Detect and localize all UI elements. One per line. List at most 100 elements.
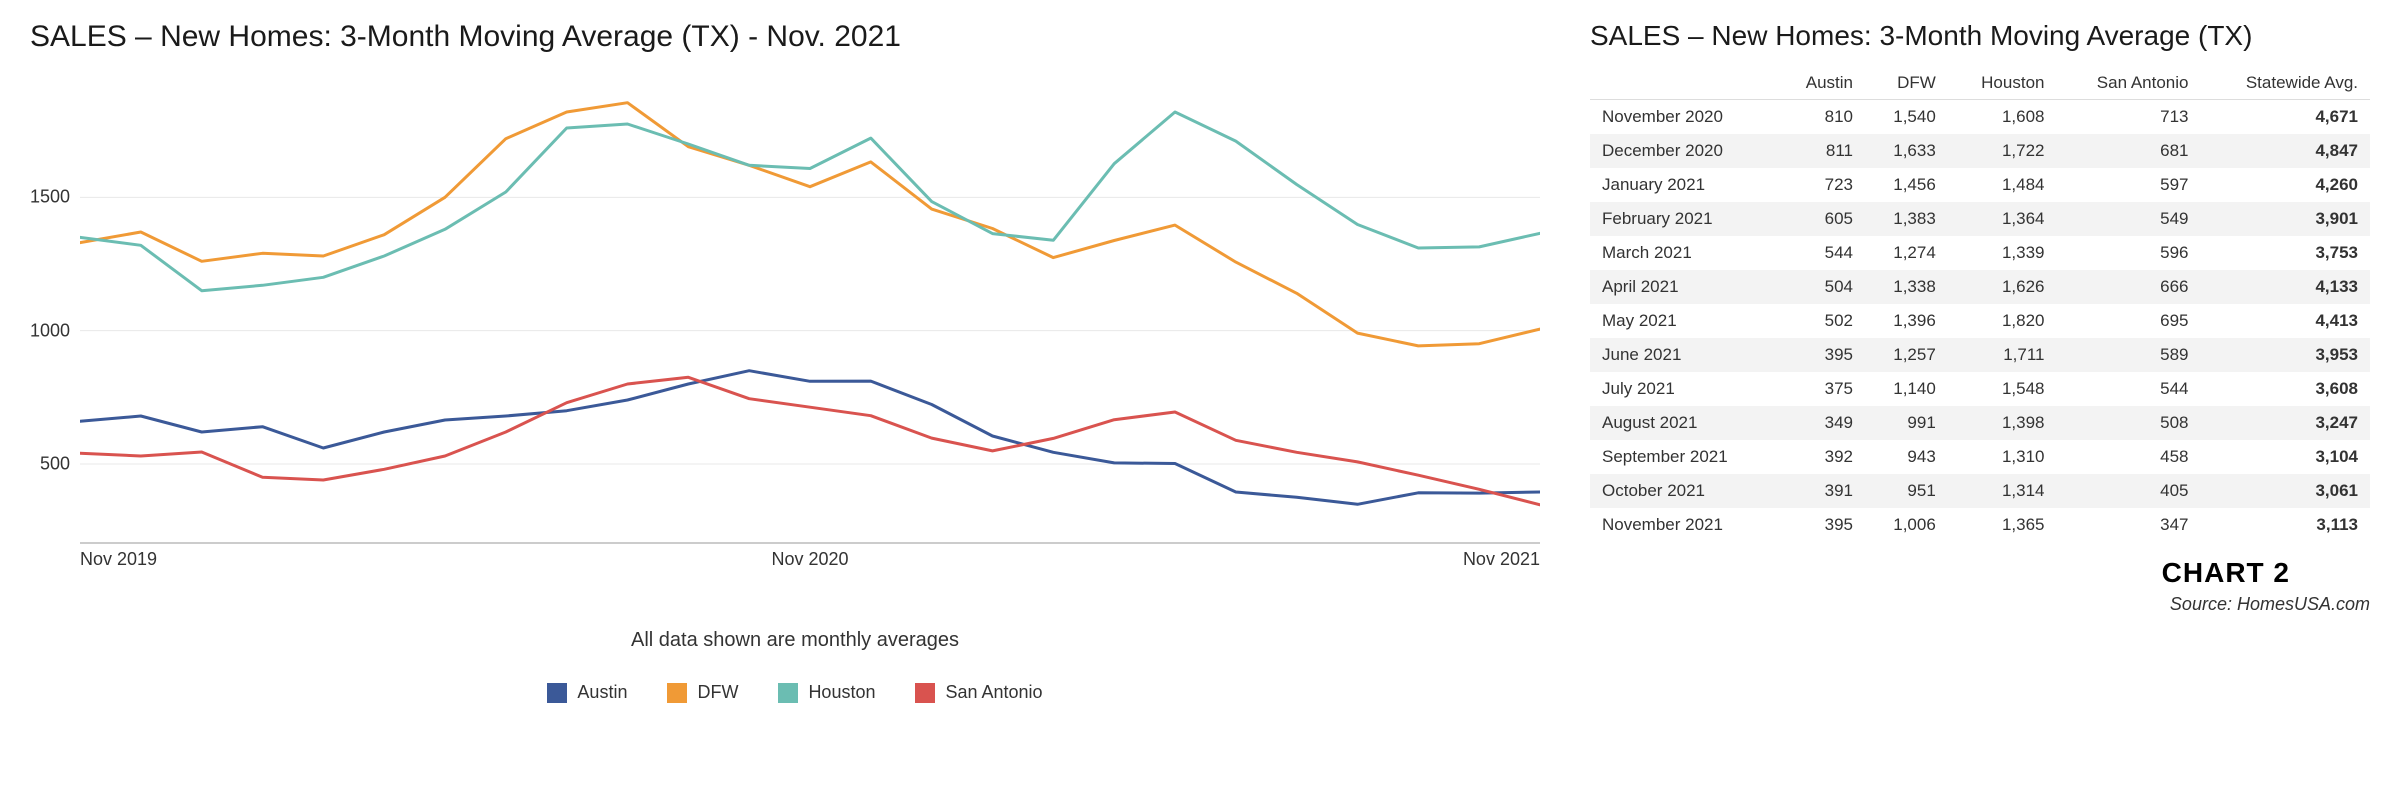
table-cell: April 2021: [1590, 270, 1776, 304]
table-cell: 1,006: [1865, 508, 1948, 542]
table-row: January 20217231,4561,4845974,260: [1590, 168, 2370, 202]
table-header-cell: DFW: [1865, 67, 1948, 100]
table-cell: 1,274: [1865, 236, 1948, 270]
table-cell: May 2021: [1590, 304, 1776, 338]
y-axis: 500 1000 1500: [30, 64, 75, 544]
legend-item: Houston: [778, 682, 875, 703]
table-cell: 605: [1776, 202, 1865, 236]
table-panel: SALES – New Homes: 3-Month Moving Averag…: [1560, 20, 2370, 780]
table-body: November 20208101,5401,6087134,671Decemb…: [1590, 100, 2370, 543]
table-cell: 597: [2056, 168, 2200, 202]
table-row: November 20208101,5401,6087134,671: [1590, 100, 2370, 135]
table-row: February 20216051,3831,3645493,901: [1590, 202, 2370, 236]
table-cell: 1,456: [1865, 168, 1948, 202]
table-cell: 4,847: [2200, 134, 2370, 168]
table-cell: 1,722: [1948, 134, 2057, 168]
legend-label: DFW: [697, 682, 738, 703]
table-title: SALES – New Homes: 3-Month Moving Averag…: [1590, 20, 2370, 52]
table-cell: 589: [2056, 338, 2200, 372]
table-cell: 723: [1776, 168, 1865, 202]
table-header-cell: Austin: [1776, 67, 1865, 100]
y-tick-label: 1500: [30, 187, 70, 208]
table-cell: 3,113: [2200, 508, 2370, 542]
table-row: June 20213951,2571,7115893,953: [1590, 338, 2370, 372]
table-cell: 4,671: [2200, 100, 2370, 135]
table-cell: 1,398: [1948, 406, 2057, 440]
table-cell: 544: [2056, 372, 2200, 406]
table-cell: 549: [2056, 202, 2200, 236]
table-cell: 1,484: [1948, 168, 2057, 202]
chart-number-label: CHART 2: [1590, 557, 2370, 589]
table-cell: 1,257: [1865, 338, 1948, 372]
table-cell: 1,548: [1948, 372, 2057, 406]
table-cell: July 2021: [1590, 372, 1776, 406]
table-cell: 810: [1776, 100, 1865, 135]
table-cell: 502: [1776, 304, 1865, 338]
legend: Austin DFW Houston San Antonio: [30, 682, 1560, 703]
table-cell: 1,396: [1865, 304, 1948, 338]
table-cell: 3,104: [2200, 440, 2370, 474]
table-cell: 681: [2056, 134, 2200, 168]
legend-label: Austin: [577, 682, 627, 703]
table-cell: 1,540: [1865, 100, 1948, 135]
table-cell: February 2021: [1590, 202, 1776, 236]
table-cell: 349: [1776, 406, 1865, 440]
table-cell: 504: [1776, 270, 1865, 304]
table-cell: 3,753: [2200, 236, 2370, 270]
table-row: October 20213919511,3144053,061: [1590, 474, 2370, 508]
x-tick-label: Nov 2020: [771, 549, 848, 570]
table-cell: September 2021: [1590, 440, 1776, 474]
y-tick-label: 500: [40, 454, 70, 475]
table-cell: November 2021: [1590, 508, 1776, 542]
table-cell: 4,413: [2200, 304, 2370, 338]
table-cell: 395: [1776, 338, 1865, 372]
table-cell: 508: [2056, 406, 2200, 440]
table-cell: 951: [1865, 474, 1948, 508]
table-header-cell: Statewide Avg.: [2200, 67, 2370, 100]
table-cell: 395: [1776, 508, 1865, 542]
table-cell: March 2021: [1590, 236, 1776, 270]
table-cell: 375: [1776, 372, 1865, 406]
table-cell: November 2020: [1590, 100, 1776, 135]
chart-panel: SALES – New Homes: 3-Month Moving Averag…: [30, 20, 1560, 780]
table-cell: October 2021: [1590, 474, 1776, 508]
table-cell: 1,338: [1865, 270, 1948, 304]
table-cell: 695: [2056, 304, 2200, 338]
data-table: AustinDFWHoustonSan AntonioStatewide Avg…: [1590, 67, 2370, 542]
table-cell: 1,314: [1948, 474, 2057, 508]
legend-item: San Antonio: [915, 682, 1042, 703]
line-chart: 50010001500: [80, 64, 1540, 544]
table-cell: 4,133: [2200, 270, 2370, 304]
table-header-cell: San Antonio: [2056, 67, 2200, 100]
table-row: September 20213929431,3104583,104: [1590, 440, 2370, 474]
table-cell: 3,608: [2200, 372, 2370, 406]
legend-item: Austin: [547, 682, 627, 703]
table-header-cell: [1590, 67, 1776, 100]
table-cell: 1,820: [1948, 304, 2057, 338]
table-cell: 811: [1776, 134, 1865, 168]
table-row: November 20213951,0061,3653473,113: [1590, 508, 2370, 542]
table-row: March 20215441,2741,3395963,753: [1590, 236, 2370, 270]
table-header-cell: Houston: [1948, 67, 2057, 100]
table-cell: 458: [2056, 440, 2200, 474]
table-cell: 3,061: [2200, 474, 2370, 508]
table-cell: 1,626: [1948, 270, 2057, 304]
table-cell: 1,140: [1865, 372, 1948, 406]
table-cell: 991: [1865, 406, 1948, 440]
table-cell: 596: [2056, 236, 2200, 270]
source-text: Source: HomesUSA.com: [1590, 594, 2370, 615]
table-cell: 1,711: [1948, 338, 2057, 372]
x-tick-label: Nov 2019: [80, 549, 157, 570]
table-cell: 1,365: [1948, 508, 2057, 542]
legend-swatch: [547, 683, 567, 703]
x-tick-label: Nov 2021: [1463, 549, 1540, 570]
table-cell: June 2021: [1590, 338, 1776, 372]
legend-swatch: [915, 683, 935, 703]
table-cell: 391: [1776, 474, 1865, 508]
table-cell: 1,383: [1865, 202, 1948, 236]
legend-label: Houston: [808, 682, 875, 703]
table-header-row: AustinDFWHoustonSan AntonioStatewide Avg…: [1590, 67, 2370, 100]
x-axis: Nov 2019 Nov 2020 Nov 2021: [80, 549, 1540, 579]
table-cell: 3,247: [2200, 406, 2370, 440]
y-tick-label: 1000: [30, 320, 70, 341]
